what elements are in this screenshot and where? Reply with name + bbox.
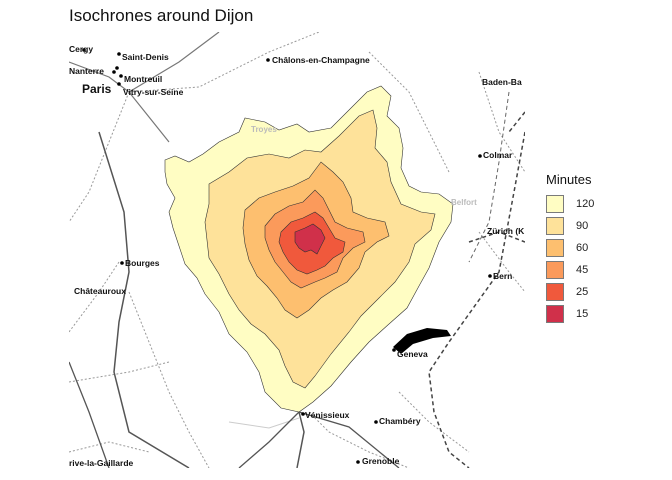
label-grenoble: Grenoble: [362, 456, 400, 466]
legend-swatch-25: [546, 283, 564, 301]
label-geneva: Geneva: [397, 349, 428, 359]
label-brive: rive-la-Gaillarde: [69, 458, 134, 468]
isochrone-15: [294, 223, 326, 255]
legend-item-25: 25: [546, 281, 666, 303]
label-saint-denis: Saint-Denis: [122, 52, 169, 62]
legend-swatch-120: [546, 195, 564, 213]
legend-swatch-90: [546, 217, 564, 235]
isochrone-polygons[interactable]: [164, 85, 454, 413]
label-chalons: Châlons-en-Champagne: [272, 55, 370, 65]
map-title: Isochrones around Dijon: [69, 6, 254, 25]
legend-item-15: 15: [546, 303, 666, 325]
legend-label-60: 60: [576, 242, 589, 254]
label-zurich: Zürich (K: [487, 226, 525, 236]
label-chateauroux: Châteauroux: [74, 286, 126, 296]
label-vitry: Vitry-sur-Seine: [123, 87, 184, 97]
legend-swatch-45: [546, 261, 564, 279]
city-labels: Cergy Saint-Denis Nanterre Montreuil Par…: [69, 44, 525, 468]
lake-geneva: [393, 328, 451, 354]
isochrone-map[interactable]: Cergy Saint-Denis Nanterre Montreuil Par…: [69, 32, 525, 468]
legend-item-45: 45: [546, 259, 666, 281]
label-paris: Paris: [82, 82, 112, 96]
legend-label-120: 120: [576, 198, 595, 210]
legend-swatch-15: [546, 305, 564, 323]
legend-title: Minutes: [546, 172, 592, 187]
label-troyes: Troyes: [251, 125, 277, 134]
legend-item-60: 60: [546, 237, 666, 259]
legend-label-90: 90: [576, 220, 589, 232]
roads-layer: [69, 32, 525, 468]
label-nanterre: Nanterre: [69, 66, 104, 76]
label-colmar: Colmar: [483, 150, 513, 160]
label-venissieux: Vénissieux: [305, 410, 350, 420]
label-bern: Bern: [493, 271, 512, 281]
legend-item-90: 90: [546, 215, 666, 237]
label-chambery: Chambéry: [379, 416, 421, 426]
city-markers: [82, 48, 492, 464]
legend-label-15: 15: [576, 308, 589, 320]
label-montreuil: Montreuil: [124, 74, 162, 84]
legend-label-25: 25: [576, 286, 589, 298]
legend-item-120: 120: [546, 193, 666, 215]
legend-swatch-60: [546, 239, 564, 257]
label-belfort: Belfort: [451, 198, 477, 207]
legend-label-45: 45: [576, 264, 589, 276]
label-cergy: Cergy: [69, 44, 93, 54]
label-bourges: Bourges: [125, 258, 160, 268]
label-baden: Baden-Ba: [482, 77, 522, 87]
legend: Minutes 120 90 60 45 25 15: [546, 172, 666, 325]
